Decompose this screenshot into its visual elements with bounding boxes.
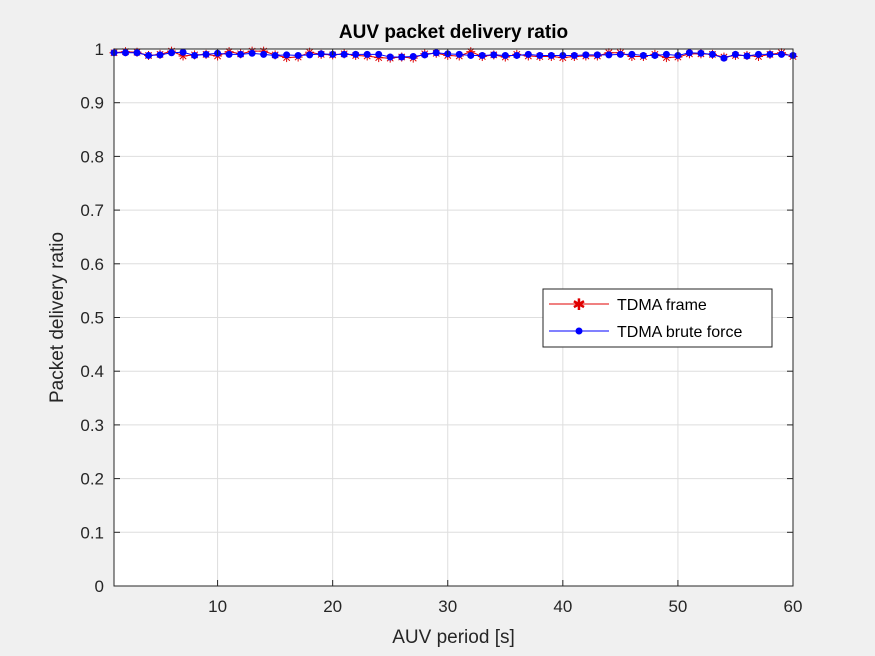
data-point-tdma-brute-force <box>306 51 314 59</box>
data-point-tdma-brute-force <box>708 50 716 58</box>
data-point-tdma-brute-force <box>248 49 256 57</box>
y-tick-label: 0 <box>95 577 104 596</box>
data-point-tdma-brute-force <box>605 51 613 59</box>
tick-labels: 10 20 30 40 50 60 0 0.1 0.2 0.3 0.4 0.5 0.6 0.7 0.8 0.9… <box>80 40 802 616</box>
data-point-tdma-brute-force <box>432 49 440 57</box>
data-point-tdma-brute-force <box>191 51 199 59</box>
y-axis-label: Packet delivery ratio <box>47 232 68 403</box>
data-point-tdma-brute-force <box>179 48 187 56</box>
data-point-tdma-brute-force <box>294 51 302 59</box>
data-point-tdma-brute-force <box>386 53 394 61</box>
data-point-tdma-brute-force <box>697 49 705 57</box>
data-point-tdma-brute-force <box>674 51 682 59</box>
data-point-tdma-brute-force <box>478 51 486 59</box>
series-layer <box>109 46 798 63</box>
data-point-tdma-brute-force <box>122 49 130 57</box>
data-point-tdma-brute-force <box>133 49 141 57</box>
data-point-tdma-brute-force <box>766 50 774 58</box>
data-point-tdma-brute-force <box>639 51 647 59</box>
data-point-tdma-brute-force <box>685 49 693 57</box>
y-tick-label: 1 <box>95 40 104 59</box>
data-point-tdma-brute-force <box>524 50 532 58</box>
y-tick-label: 0.3 <box>80 416 104 435</box>
data-point-tdma-brute-force <box>237 50 245 58</box>
data-point-tdma-brute-force <box>271 51 279 59</box>
legend-marker-tdma-frame: ✱ <box>572 297 585 314</box>
data-point-tdma-brute-force <box>616 50 624 58</box>
data-point-tdma-brute-force <box>352 50 360 58</box>
data-point-tdma-brute-force <box>398 53 406 61</box>
x-axis-label: AUV period [s] <box>392 627 515 648</box>
data-point-tdma-brute-force <box>662 50 670 58</box>
data-point-tdma-brute-force <box>754 50 762 58</box>
data-point-tdma-brute-force <box>455 50 463 58</box>
legend-label-tdma-frame: TDMA frame <box>617 297 707 314</box>
y-tick-label: 0.8 <box>80 147 104 166</box>
data-point-tdma-brute-force <box>490 51 498 59</box>
chart-title: AUV packet delivery ratio <box>339 22 568 43</box>
legend-box <box>542 288 773 348</box>
data-point-tdma-brute-force <box>547 51 555 59</box>
data-point-tdma-brute-force <box>731 50 739 58</box>
y-tick-label: 0.1 <box>80 523 104 542</box>
data-point-tdma-brute-force <box>145 51 153 59</box>
data-point-tdma-brute-force <box>777 50 785 58</box>
y-tick-label: 0.6 <box>80 255 104 274</box>
data-point-tdma-brute-force <box>363 50 371 58</box>
data-point-tdma-brute-force <box>467 51 475 59</box>
data-point-tdma-brute-force <box>743 52 751 60</box>
data-point-tdma-brute-force <box>570 51 578 59</box>
data-point-tdma-brute-force <box>283 51 291 59</box>
data-point-tdma-brute-force <box>651 51 659 59</box>
data-point-tdma-brute-force <box>202 50 210 58</box>
x-tick-label: 30 <box>438 597 457 616</box>
x-tick-label: 60 <box>784 597 803 616</box>
data-point-tdma-brute-force <box>409 53 417 61</box>
y-tick-label: 0.7 <box>80 201 104 220</box>
data-point-tdma-brute-force <box>375 50 383 58</box>
y-tick-label: 0.9 <box>80 94 104 113</box>
x-tick-label: 40 <box>553 597 572 616</box>
data-point-tdma-brute-force <box>582 51 590 59</box>
axis-ticks <box>114 48 794 587</box>
x-tick-label: 10 <box>208 597 227 616</box>
data-point-tdma-brute-force <box>501 51 509 59</box>
data-point-tdma-brute-force <box>593 51 601 59</box>
data-point-tdma-brute-force <box>156 51 164 59</box>
y-tick-label: 0.4 <box>80 362 104 381</box>
data-point-tdma-brute-force <box>421 51 429 59</box>
y-tick-label: 0.2 <box>80 470 104 489</box>
legend-marker-tdma-brute-force <box>575 327 583 335</box>
data-point-tdma-brute-force <box>513 51 521 59</box>
data-point-tdma-brute-force <box>340 50 348 58</box>
data-point-tdma-brute-force <box>168 49 176 57</box>
data-point-tdma-brute-force <box>720 54 728 62</box>
data-point-tdma-brute-force <box>536 51 544 59</box>
data-point-tdma-brute-force <box>317 50 325 58</box>
y-tick-label: 0.5 <box>80 309 104 328</box>
data-point-tdma-brute-force <box>559 51 567 59</box>
legend: ✱ TDMA frame TDMA brute force <box>542 288 773 348</box>
x-tick-label: 50 <box>668 597 687 616</box>
x-tick-label: 20 <box>323 597 342 616</box>
data-point-tdma-brute-force <box>260 50 268 58</box>
data-point-tdma-brute-force <box>628 50 636 58</box>
legend-label-tdma-brute-force: TDMA brute force <box>617 324 742 341</box>
data-point-tdma-brute-force <box>225 50 233 58</box>
